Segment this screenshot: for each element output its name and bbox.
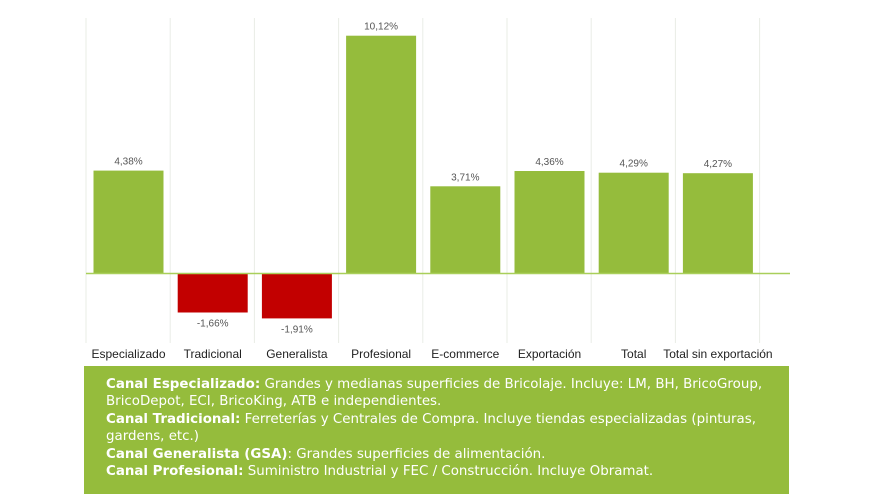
bar-4: [346, 35, 417, 274]
legend-term: Canal Generalista (GSA): [106, 446, 288, 462]
data-label: 4,29%: [620, 159, 648, 170]
bar-1: [93, 170, 164, 274]
bar-5: [430, 186, 501, 274]
chart-background-grid: [85, 18, 761, 343]
legend-item-tradicional: Canal Tradicional: Ferreterías y Central…: [106, 411, 767, 446]
category-label: Total: [621, 347, 646, 361]
category-label: Profesional: [351, 347, 411, 361]
data-label: 4,38%: [114, 157, 142, 168]
legend-description: : Grandes superficies de alimentación.: [287, 446, 546, 462]
bars-group: [93, 35, 753, 319]
bar-2: [177, 273, 248, 313]
legend-item-especializado: Canal Especializado: Grandes y medianas …: [106, 376, 767, 411]
bar-6: [514, 171, 585, 274]
category-label: Total sin exportación: [663, 347, 772, 361]
labels-group: 4,38% Especializado -1,66% Tradicional -1,91…: [91, 22, 772, 361]
category-label: Exportación: [518, 347, 581, 361]
category-label: E-commerce: [431, 347, 499, 361]
legend-item-profesional: Canal Profesional: Suministro Industrial…: [106, 463, 767, 480]
legend-term: Canal Profesional:: [106, 464, 244, 480]
data-label: -1,66%: [197, 319, 229, 330]
bar-7: [598, 172, 669, 274]
legend-term: Canal Especializado:: [106, 377, 261, 392]
data-label: -1,91%: [281, 324, 313, 335]
legend-description: Ferreterías y Centrales de Compra. Inclu…: [106, 411, 756, 445]
category-label: Generalista: [266, 347, 328, 361]
data-label: 10,12%: [364, 22, 398, 33]
bar-8: [682, 173, 753, 274]
data-label: 4,36%: [535, 157, 563, 168]
channel-definitions-legend: Canal Especializado: Grandes y medianas …: [84, 366, 789, 494]
legend-term: Canal Tradicional:: [106, 411, 241, 427]
legend-description: Grandes y medianas superficies de Bricol…: [106, 377, 763, 410]
category-label: Tradicional: [184, 347, 242, 361]
bar-chart: 4,38% Especializado -1,66% Tradicional -1,91…: [85, 18, 790, 361]
bar-3: [261, 273, 332, 319]
data-label: 4,27%: [704, 159, 732, 170]
legend-description: Suministro Industrial y FEC / Construcci…: [243, 464, 654, 480]
legend-item-generalista: Canal Generalista (GSA): Grandes superfi…: [106, 446, 767, 463]
category-label: Especializado: [91, 347, 165, 361]
data-label: 3,71%: [451, 172, 479, 183]
